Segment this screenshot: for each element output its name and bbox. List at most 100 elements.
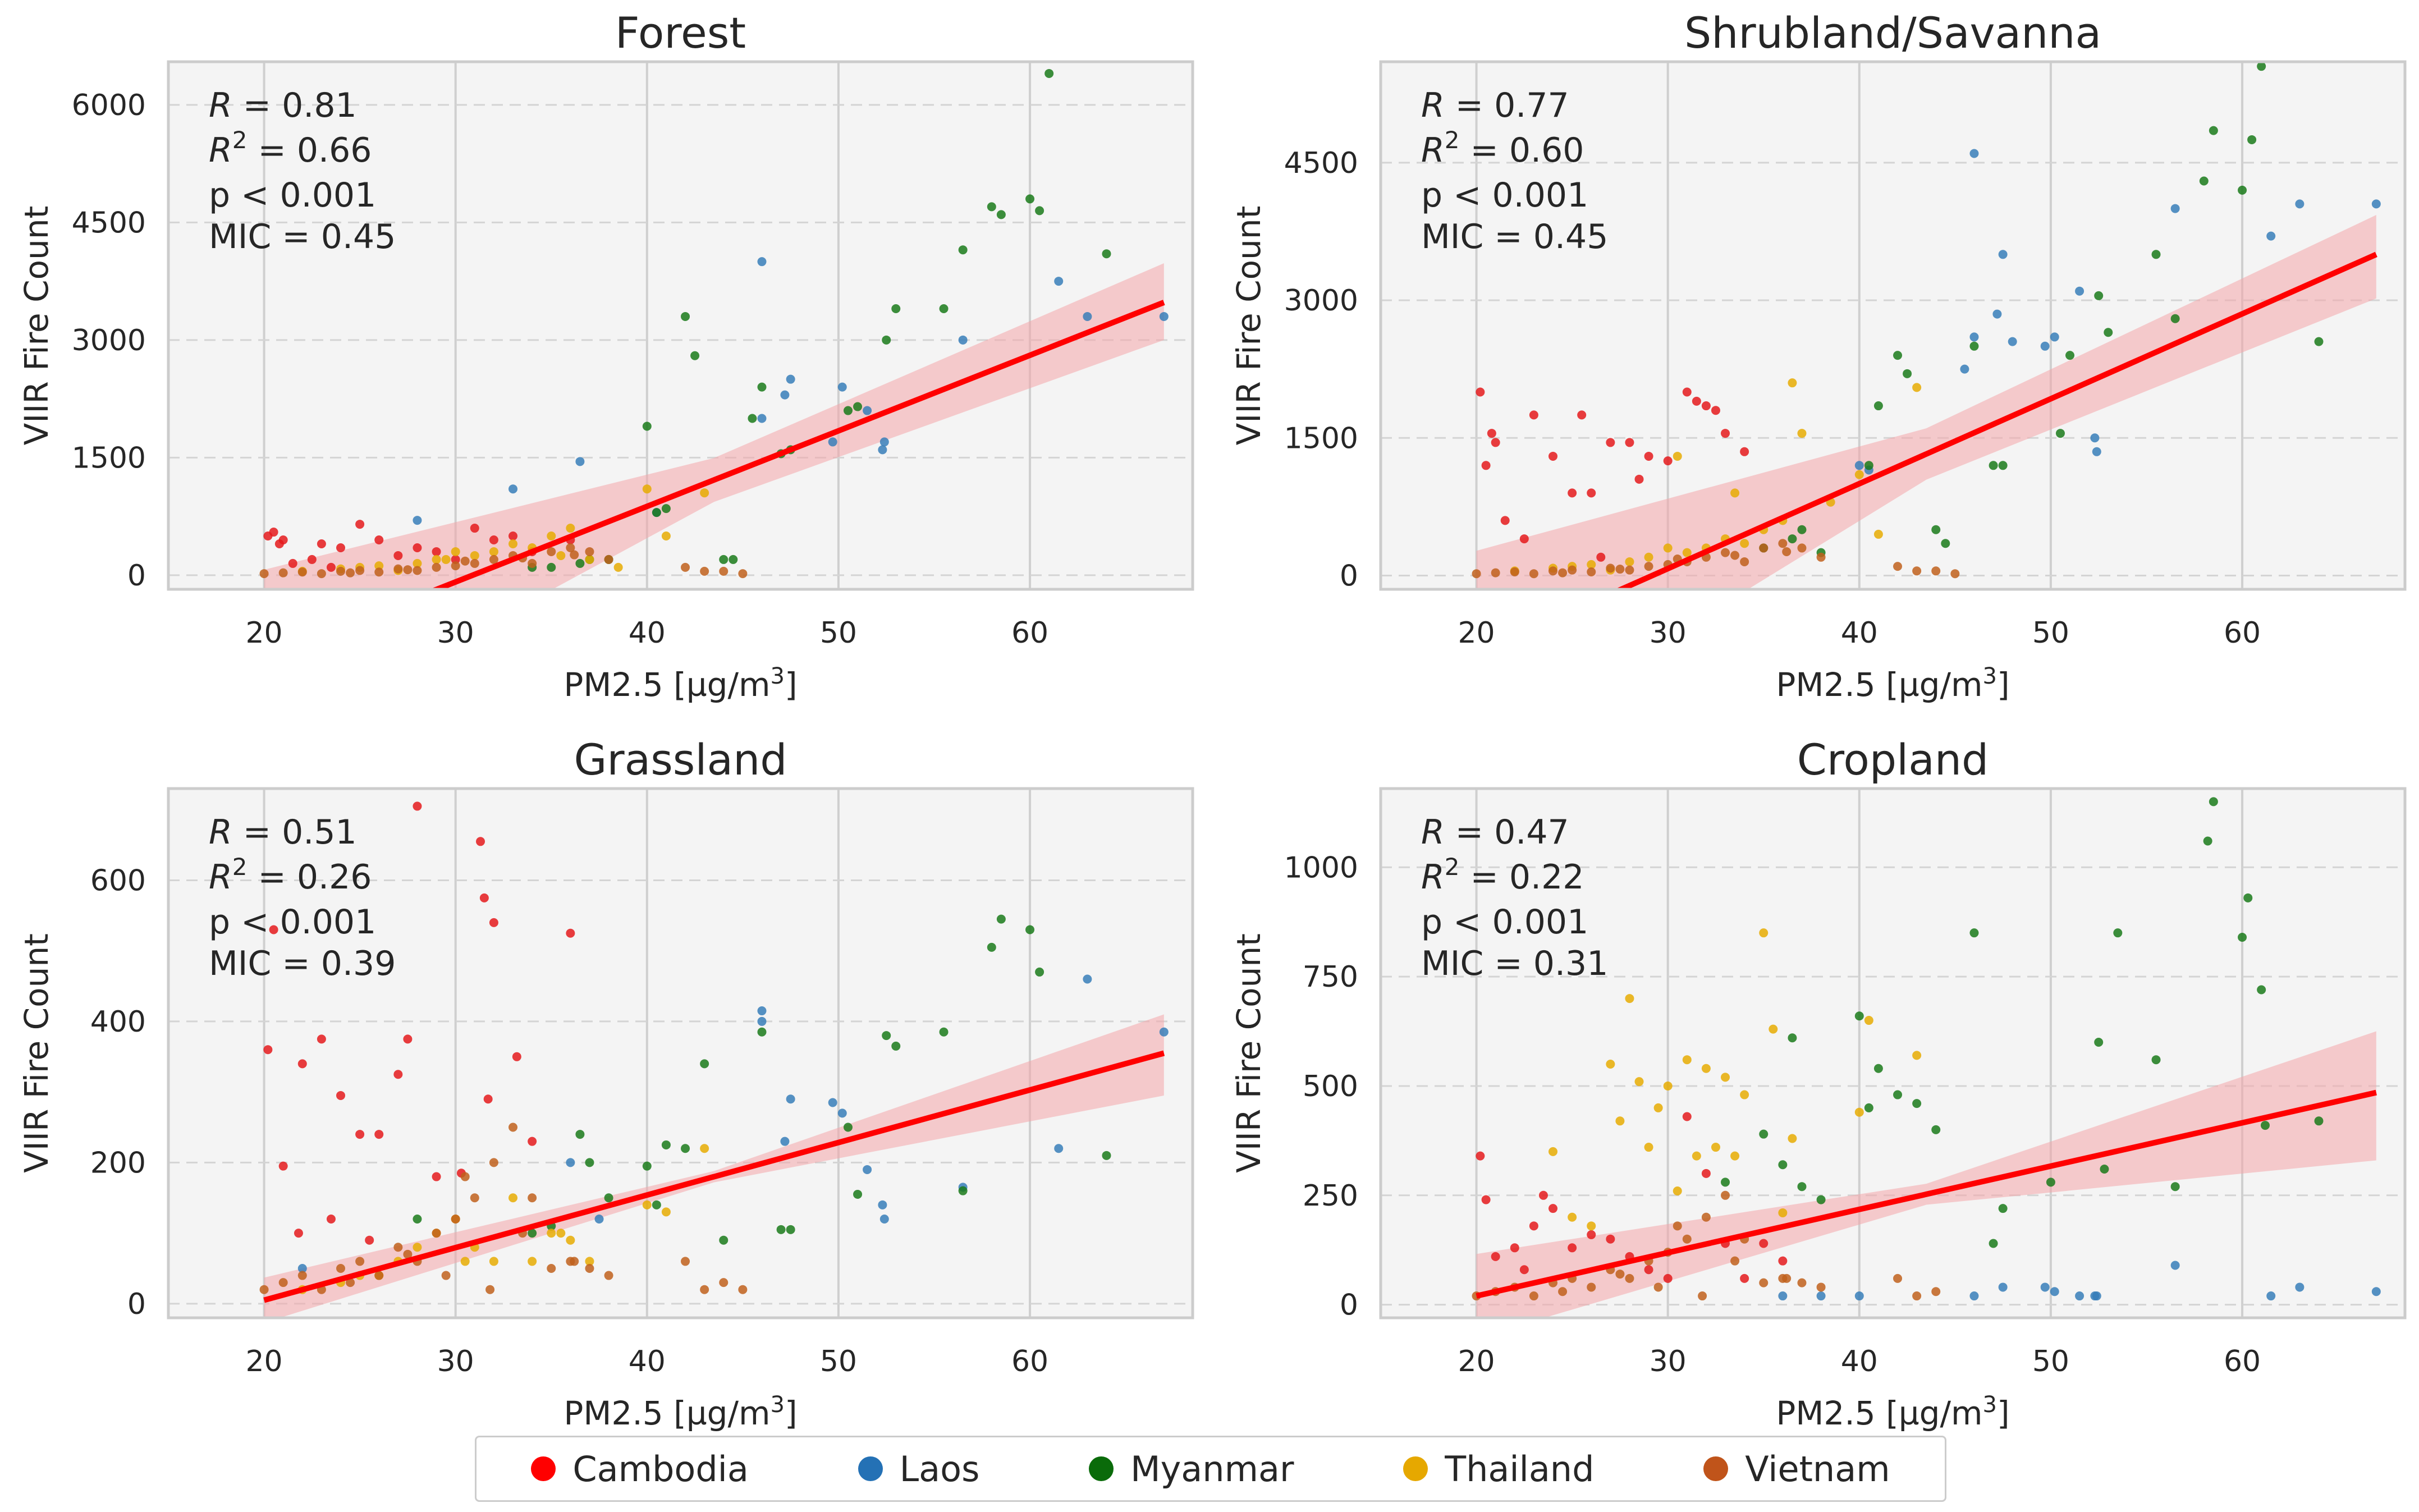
point-vietnam bbox=[1701, 1212, 1711, 1222]
legend-marker-myanmar bbox=[1089, 1456, 1114, 1481]
point-vietnam bbox=[278, 568, 288, 578]
point-myanmar bbox=[1873, 401, 1883, 411]
point-vietnam bbox=[1782, 547, 1792, 556]
point-vietnam bbox=[1615, 565, 1625, 574]
point-thailand bbox=[1644, 552, 1653, 562]
point-vietnam bbox=[528, 558, 537, 568]
point-laos bbox=[1854, 461, 1864, 470]
point-cambodia bbox=[1759, 1239, 1769, 1248]
regression-line bbox=[429, 300, 1165, 589]
point-myanmar bbox=[2170, 1182, 2180, 1192]
stat-r: R = 0.77 bbox=[1421, 86, 1569, 125]
point-cambodia bbox=[508, 532, 518, 541]
legend-label-vietnam: Vietnam bbox=[1745, 1448, 1890, 1490]
point-cambodia bbox=[1682, 1112, 1692, 1121]
point-myanmar bbox=[413, 1214, 422, 1224]
point-laos bbox=[757, 1016, 767, 1026]
point-vietnam bbox=[1797, 543, 1807, 553]
point-thailand bbox=[642, 1200, 652, 1209]
point-thailand bbox=[1912, 1051, 1922, 1060]
point-cambodia bbox=[1711, 406, 1720, 415]
point-vietnam bbox=[460, 556, 470, 566]
point-myanmar bbox=[843, 1122, 853, 1132]
point-myanmar bbox=[1788, 1033, 1797, 1043]
point-vietnam bbox=[1682, 1234, 1692, 1244]
point-myanmar bbox=[1893, 1090, 1903, 1099]
point-laos bbox=[786, 374, 795, 384]
legend-label-myanmar: Myanmar bbox=[1130, 1448, 1294, 1490]
point-myanmar bbox=[2104, 328, 2113, 337]
chart-forest: 20 30 40 50 60 0 1500 3000 4500 6000 Forest PM2.5 [… bbox=[17, 8, 1194, 704]
point-thailand bbox=[460, 1257, 470, 1266]
point-laos bbox=[575, 457, 585, 466]
point-myanmar bbox=[661, 504, 671, 514]
point-myanmar bbox=[1912, 1099, 1922, 1108]
point-thailand bbox=[1625, 557, 1634, 566]
plot-frame bbox=[167, 787, 1194, 1319]
point-thailand bbox=[1788, 378, 1797, 388]
point-myanmar bbox=[2046, 1177, 2055, 1187]
point-cambodia bbox=[1491, 1252, 1500, 1261]
point-myanmar bbox=[2170, 314, 2180, 323]
point-laos bbox=[594, 1214, 604, 1224]
point-cambodia bbox=[1548, 1204, 1558, 1213]
y-axis-label: VIIR Fire Count bbox=[1230, 933, 1268, 1173]
x-tick-label: 50 bbox=[820, 616, 857, 650]
point-myanmar bbox=[891, 304, 901, 313]
point-vietnam bbox=[1625, 1273, 1634, 1283]
point-myanmar bbox=[1721, 1177, 1730, 1187]
point-myanmar bbox=[2209, 126, 2218, 135]
point-laos bbox=[2371, 1287, 2381, 1296]
x-tick-label: 30 bbox=[1650, 1345, 1687, 1378]
point-cambodia bbox=[1778, 1256, 1788, 1266]
point-cambodia bbox=[1577, 410, 1587, 420]
point-myanmar bbox=[700, 1059, 709, 1069]
point-myanmar bbox=[642, 1161, 652, 1171]
point-thailand bbox=[585, 1257, 594, 1266]
point-laos bbox=[1998, 250, 2008, 259]
point-cambodia bbox=[1548, 451, 1558, 461]
plot-frame bbox=[1379, 787, 2407, 1319]
legend-marker-cambodia bbox=[531, 1456, 556, 1481]
point-laos bbox=[2266, 231, 2276, 241]
point-myanmar bbox=[1998, 1204, 2008, 1213]
point-myanmar bbox=[652, 1200, 661, 1209]
point-myanmar bbox=[604, 1193, 613, 1203]
y-axis-label: VIIR Fire Count bbox=[17, 206, 56, 446]
point-myanmar bbox=[1931, 1125, 1941, 1134]
y-tick-label: 400 bbox=[90, 1005, 146, 1039]
point-myanmar bbox=[1816, 1195, 1826, 1204]
point-myanmar bbox=[757, 1027, 767, 1037]
stat-mic: MIC = 0.45 bbox=[209, 217, 396, 256]
point-cambodia bbox=[1587, 1230, 1596, 1239]
point-thailand bbox=[1740, 539, 1749, 548]
point-thailand bbox=[1854, 470, 1864, 479]
point-cambodia bbox=[326, 1214, 336, 1224]
point-laos bbox=[2090, 433, 2100, 443]
y-tick-label: 500 bbox=[1303, 1070, 1358, 1103]
x-tick-label: 30 bbox=[437, 616, 474, 650]
point-vietnam bbox=[1587, 1282, 1596, 1292]
point-thailand bbox=[1769, 1024, 1778, 1034]
point-myanmar bbox=[891, 1041, 901, 1051]
point-myanmar bbox=[661, 1140, 671, 1149]
legend-item-vietnam: Vietnam bbox=[1703, 1449, 1890, 1490]
point-vietnam bbox=[489, 1158, 498, 1167]
point-myanmar bbox=[729, 555, 738, 564]
point-thailand bbox=[547, 532, 556, 541]
point-laos bbox=[958, 335, 968, 345]
point-thailand bbox=[528, 1257, 537, 1266]
point-myanmar bbox=[1035, 206, 1044, 216]
point-laos bbox=[757, 1006, 767, 1016]
point-laos bbox=[1960, 364, 1969, 374]
point-cambodia bbox=[1481, 1195, 1491, 1204]
point-laos bbox=[1969, 332, 1979, 342]
point-thailand bbox=[489, 1257, 498, 1266]
chart-title: Cropland bbox=[1797, 735, 1989, 785]
point-laos bbox=[2092, 447, 2101, 456]
point-vietnam bbox=[1558, 568, 1568, 578]
point-myanmar bbox=[776, 1225, 786, 1234]
point-thailand bbox=[566, 524, 575, 533]
point-cambodia bbox=[432, 1172, 441, 1181]
x-tick-label: 20 bbox=[1458, 1345, 1495, 1378]
